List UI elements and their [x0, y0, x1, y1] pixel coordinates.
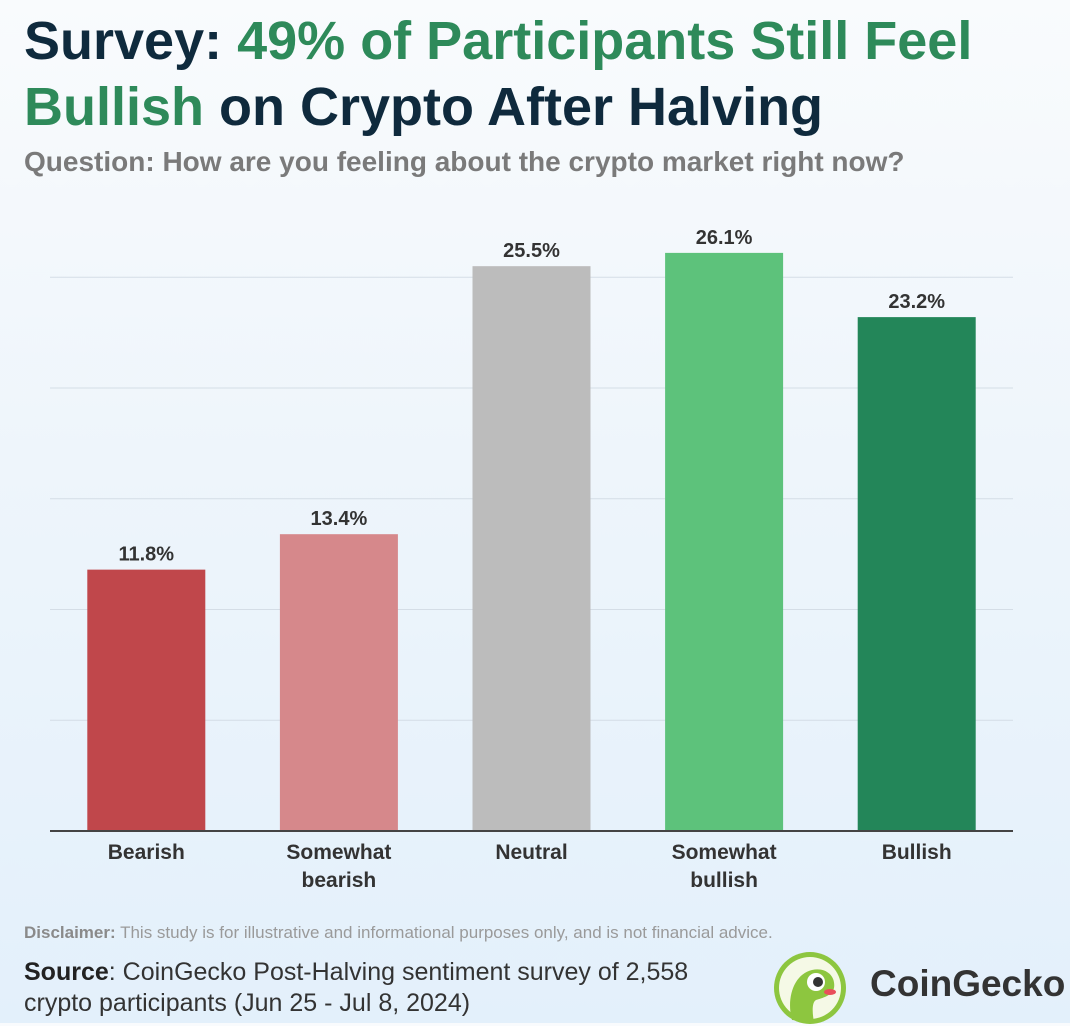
title-part-3: on Crypto After Halving — [204, 77, 824, 137]
title-part-1: Survey: — [24, 11, 238, 71]
data-label: 11.8% — [118, 544, 174, 566]
bar-2 — [279, 534, 398, 831]
bar-5 — [857, 317, 976, 831]
x-tick-label: Bearish — [108, 841, 185, 864]
x-tick-label: bullish — [690, 869, 758, 892]
data-label: 13.4% — [311, 508, 368, 530]
bar-1 — [87, 569, 206, 831]
x-tick-label: Somewhat — [672, 841, 777, 864]
bar-chart: 11.8% Bearish 13.4% Somewhat bearish 25.5% Neu… — [50, 227, 1013, 892]
chart-title: Survey: 49% of Participants Still Feel B… — [24, 8, 1064, 140]
data-label: 23.2% — [888, 291, 945, 313]
title-highlight: 49% of Participants Still Feel Bullish — [24, 11, 973, 137]
data-label: 25.5% — [503, 240, 560, 262]
x-tick-label: Bullish — [882, 841, 952, 864]
source-text: : CoinGecko Post-Halving sentiment surve… — [24, 958, 689, 1017]
data-label: 26.1% — [696, 227, 753, 249]
x-tick-label: bearish — [302, 869, 377, 892]
source-label: Source — [24, 958, 109, 986]
bar-4 — [665, 252, 784, 831]
gecko-logo-icon — [774, 952, 846, 1024]
source-note: Source: CoinGecko Post-Halving sentiment… — [24, 957, 744, 1019]
disclaimer-label: Disclaimer: — [24, 923, 116, 942]
disclaimer: Disclaimer: This study is for illustrati… — [24, 923, 1054, 943]
disclaimer-text: This study is for illustrative and infor… — [115, 923, 773, 942]
x-tick-label: Neutral — [495, 841, 567, 864]
logo-text: CoinGecko — [870, 963, 1066, 1004]
chart-subtitle: Question: How are you feeling about the … — [24, 146, 905, 177]
x-tick-label: Somewhat — [286, 841, 391, 864]
bar-3 — [472, 266, 591, 831]
